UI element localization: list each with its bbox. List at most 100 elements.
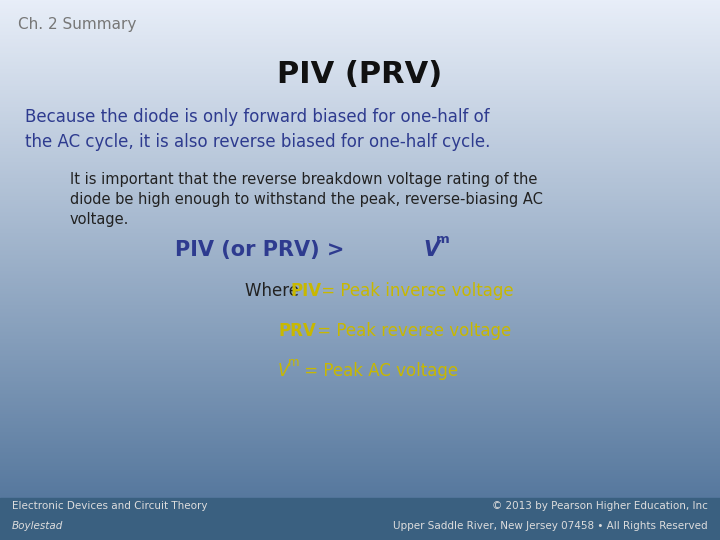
Bar	[0, 159, 720, 160]
Bar	[0, 93, 720, 94]
Bar	[0, 33, 720, 35]
Bar	[0, 469, 720, 471]
Bar	[0, 418, 720, 420]
Bar	[0, 420, 720, 421]
Bar	[0, 305, 720, 307]
Bar	[0, 180, 720, 183]
Bar	[0, 313, 720, 314]
Text: m: m	[288, 356, 300, 369]
Bar	[0, 60, 720, 62]
Bar	[0, 380, 720, 382]
Bar	[0, 509, 720, 510]
Bar	[0, 148, 720, 150]
Bar	[0, 264, 720, 266]
Bar	[0, 447, 720, 448]
Bar	[0, 120, 720, 122]
Bar	[0, 267, 720, 269]
Bar	[0, 166, 720, 167]
Bar	[0, 309, 720, 310]
Bar	[0, 433, 720, 435]
Bar	[0, 499, 720, 501]
Bar	[0, 534, 720, 536]
Bar	[0, 503, 720, 505]
Bar	[0, 10, 720, 12]
Bar	[0, 24, 720, 25]
Bar	[0, 62, 720, 63]
Bar	[0, 128, 720, 130]
Bar	[0, 482, 720, 483]
Bar	[0, 395, 720, 397]
Bar	[0, 422, 720, 424]
Bar	[0, 294, 720, 296]
Bar	[0, 310, 720, 312]
Bar	[0, 21, 720, 23]
Bar	[0, 399, 720, 401]
Bar	[0, 496, 720, 498]
Bar	[0, 0, 720, 2]
Bar	[0, 44, 720, 46]
Bar	[0, 280, 720, 282]
Bar	[0, 282, 720, 284]
Bar	[0, 51, 720, 52]
Text: Where: Where	[245, 282, 305, 300]
Bar	[0, 147, 720, 149]
Bar	[0, 36, 720, 38]
Bar	[0, 501, 720, 502]
Bar	[0, 403, 720, 405]
Bar	[0, 43, 720, 45]
Bar	[0, 134, 720, 137]
Bar	[0, 382, 720, 383]
Bar	[0, 409, 720, 410]
Bar	[0, 302, 720, 303]
Bar	[0, 494, 720, 496]
Bar	[0, 249, 720, 251]
Bar	[0, 349, 720, 351]
Bar	[0, 455, 720, 456]
Bar	[0, 161, 720, 163]
Bar	[0, 414, 720, 416]
Bar	[0, 52, 720, 54]
Bar	[0, 453, 720, 455]
Bar	[0, 104, 720, 105]
Bar	[0, 517, 720, 518]
Bar	[0, 274, 720, 275]
Bar	[0, 107, 720, 109]
Bar	[0, 87, 720, 89]
Bar	[0, 268, 720, 270]
Bar	[0, 63, 720, 65]
Bar	[0, 275, 720, 276]
Bar	[0, 445, 720, 447]
Bar	[0, 472, 720, 474]
Bar	[0, 82, 720, 84]
Bar	[0, 106, 720, 108]
Text: PIV: PIV	[291, 282, 322, 300]
Bar	[0, 137, 720, 139]
Bar	[0, 328, 720, 329]
Bar	[0, 218, 720, 220]
Bar	[0, 45, 720, 47]
Bar	[0, 360, 720, 362]
Bar	[0, 425, 720, 427]
Bar	[0, 201, 720, 202]
Bar	[0, 263, 720, 265]
Bar	[0, 187, 720, 189]
Bar	[0, 350, 720, 353]
Bar	[0, 430, 720, 432]
Bar	[0, 401, 720, 402]
Bar	[0, 160, 720, 162]
Bar	[0, 6, 720, 8]
Bar	[0, 298, 720, 300]
Bar	[0, 124, 720, 126]
Bar	[0, 330, 720, 332]
Bar	[0, 197, 720, 199]
Bar	[0, 225, 720, 227]
Bar	[0, 234, 720, 237]
Bar	[0, 276, 720, 278]
Bar	[0, 102, 720, 104]
Bar	[0, 337, 720, 339]
Bar	[0, 231, 720, 232]
Bar	[0, 461, 720, 463]
Bar	[0, 484, 720, 486]
Text: Ch. 2 Summary: Ch. 2 Summary	[18, 17, 136, 32]
Bar	[0, 387, 720, 389]
